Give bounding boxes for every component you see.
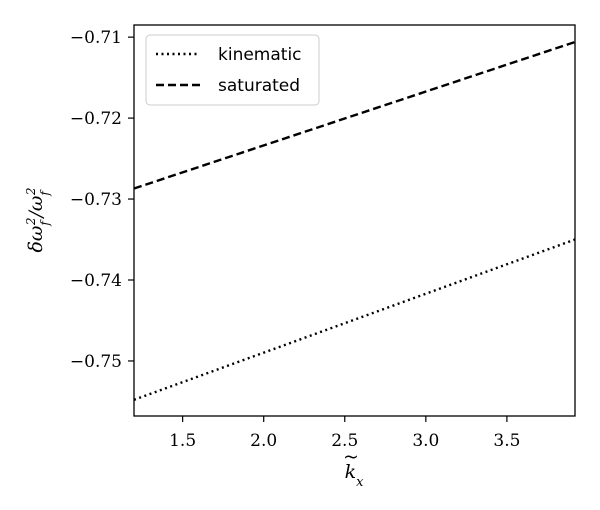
legend-label-kinematic: kinematic: [218, 45, 302, 65]
x-tick-label: 3.0: [412, 431, 439, 451]
legend: kinematic saturated: [145, 34, 320, 106]
legend-label-saturated: saturated: [218, 76, 300, 96]
x-tick-label: 2.0: [250, 431, 277, 451]
y-tick-label: −0.71: [70, 28, 122, 48]
y-tick-label: −0.73: [70, 190, 122, 210]
x-tick-label: 3.5: [493, 431, 520, 451]
y-axis: −0.71 −0.72 −0.73 −0.74 −0.75: [70, 28, 134, 372]
x-axis: 1.5 2.0 2.5 3.0 3.5: [169, 416, 520, 451]
series-line-kinematic: [133, 238, 576, 401]
x-axis-label-tilde: ~: [343, 446, 359, 468]
y-tick-label: −0.74: [70, 271, 122, 291]
y-tick-label: −0.72: [70, 109, 122, 129]
legend-frame: [145, 34, 320, 106]
y-axis-label: δωf2/ωf2: [24, 187, 52, 252]
x-tick-label: 1.5: [169, 431, 196, 451]
series-line-saturated: [133, 40, 576, 190]
plot-area-frame: [133, 24, 576, 417]
y-tick-label: −0.75: [70, 352, 122, 372]
series-layer: [133, 40, 576, 401]
x-tick-label: 2.5: [331, 431, 358, 451]
